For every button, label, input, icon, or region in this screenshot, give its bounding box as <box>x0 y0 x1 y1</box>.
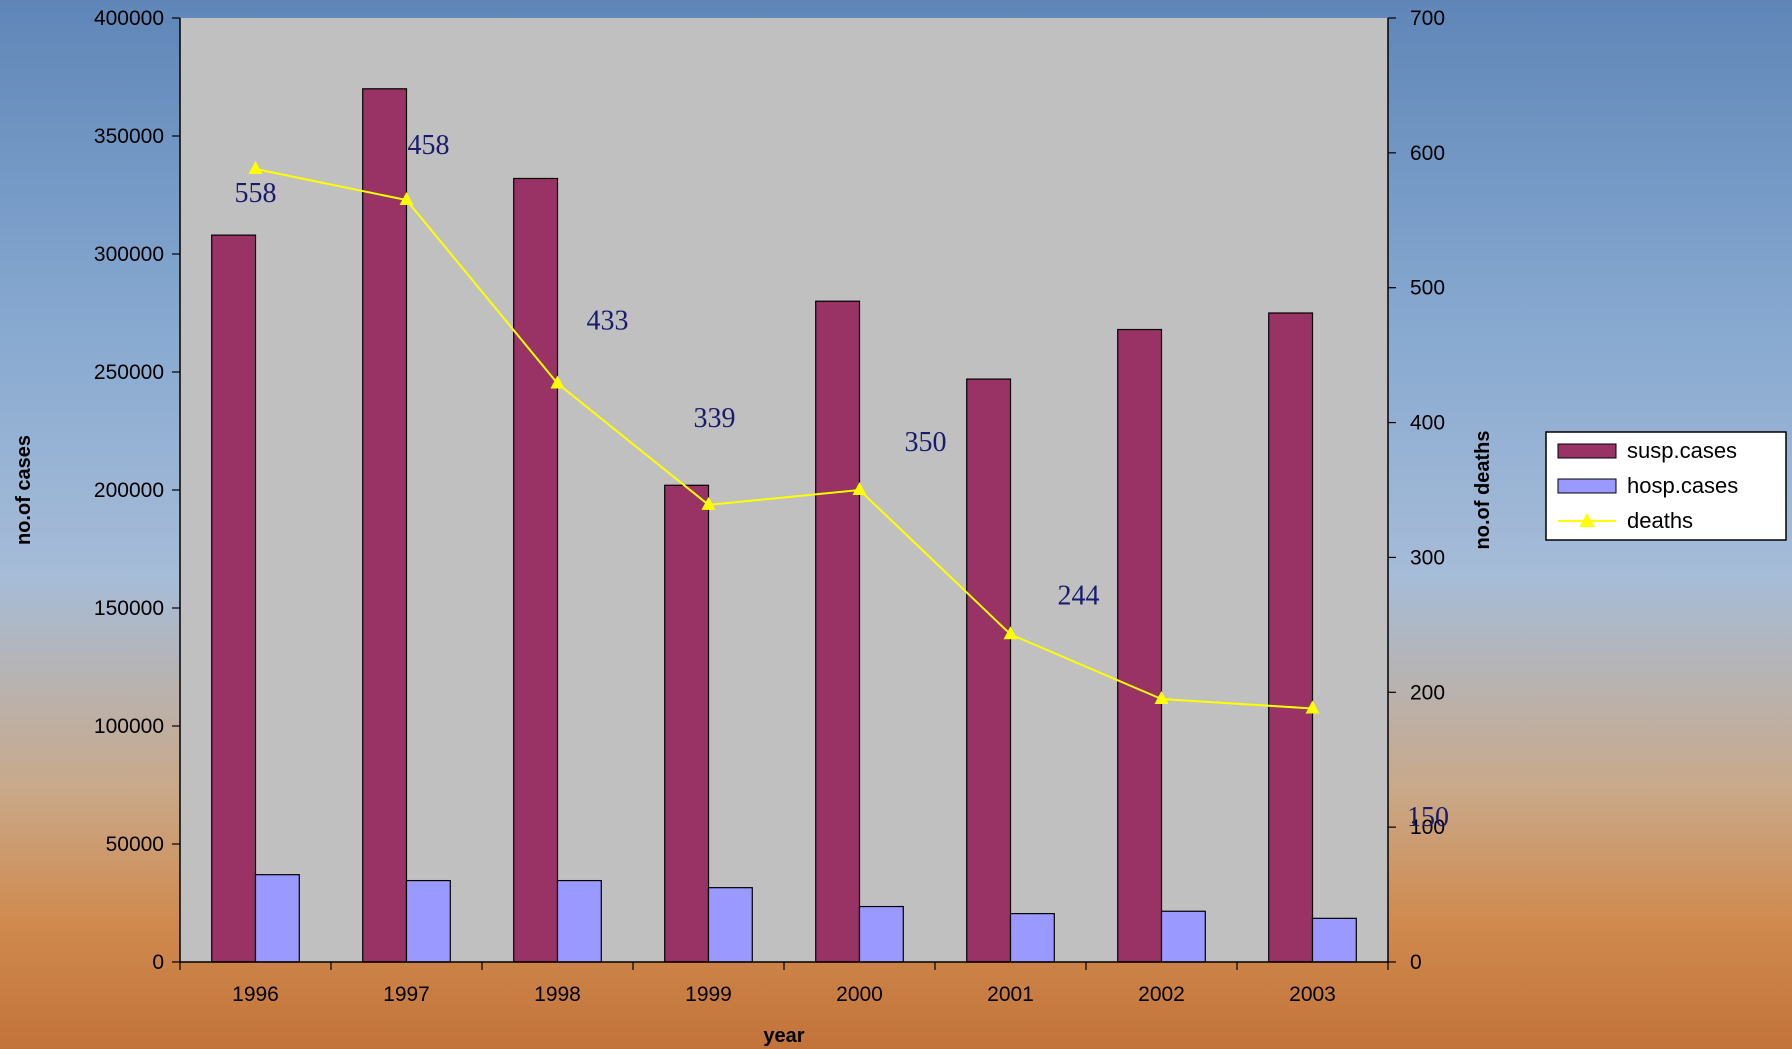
bar-hosp-cases-2003 <box>1311 917 1357 963</box>
y2-tick-label: 0 <box>1410 951 1422 974</box>
bar-hosp-cases-1997 <box>405 879 451 963</box>
data-label-339: 339 <box>694 403 736 434</box>
axes-layer: 0500001000001500002000002500003000003500… <box>94 7 1445 1006</box>
legend-label-susp-cases: susp.cases <box>1627 438 1737 463</box>
legend-marker-deaths <box>1579 513 1595 527</box>
data-label-558: 558 <box>235 178 277 209</box>
legend-label-deaths: deaths <box>1627 508 1693 533</box>
bar-susp-cases-1998 <box>513 177 559 963</box>
y2-tick-label: 100 <box>1410 816 1445 839</box>
x-tick-label-2001: 2001 <box>987 983 1034 1006</box>
x-tick-label-1996: 1996 <box>232 983 279 1006</box>
bar-hosp-cases-1996 <box>254 874 300 963</box>
y-tick-label: 350000 <box>94 125 164 148</box>
point-deaths-2002 <box>1154 691 1169 705</box>
legend-swatch-susp-cases <box>1557 443 1617 459</box>
y2-tick-label: 400 <box>1410 412 1445 435</box>
legend: susp.cases hosp.cases deaths <box>1545 431 1787 541</box>
data-label-458: 458 <box>408 130 450 161</box>
point-deaths-1997 <box>399 192 414 206</box>
bar-susp-cases-2002 <box>1117 328 1163 963</box>
x-tick-label-2002: 2002 <box>1138 983 1185 1006</box>
deaths-line-layer <box>248 161 1320 714</box>
bar-susp-cases-1999 <box>664 484 710 963</box>
x-tick-label-1998: 1998 <box>534 983 581 1006</box>
y-tick-label: 250000 <box>94 361 164 384</box>
bar-hosp-cases-2000 <box>858 905 904 963</box>
bar-susp-cases-1997 <box>362 88 408 963</box>
y2-tick-label: 500 <box>1410 277 1445 300</box>
x-tick-label-2003: 2003 <box>1289 983 1336 1006</box>
data-label-350: 350 <box>905 427 947 458</box>
bar-hosp-cases-2001 <box>1009 913 1055 963</box>
data-label-433: 433 <box>587 305 629 336</box>
y2-tick-label: 600 <box>1410 142 1445 165</box>
point-deaths-2001 <box>1003 626 1018 640</box>
y-axis-title: no.of cases <box>13 435 35 545</box>
point-deaths-2003 <box>1305 700 1320 714</box>
point-deaths-1996 <box>248 161 263 175</box>
bar-susp-cases-1996 <box>211 234 257 963</box>
point-deaths-1998 <box>550 375 565 389</box>
y-tick-label: 150000 <box>94 597 164 620</box>
y-tick-label: 200000 <box>94 479 164 502</box>
data-label-244: 244 <box>1058 580 1100 611</box>
bar-hosp-cases-1999 <box>707 887 753 963</box>
data-label-150: 150 <box>1407 802 1449 833</box>
legend-label-hosp-cases: hosp.cases <box>1627 473 1738 498</box>
bar-hosp-cases-2002 <box>1160 910 1206 963</box>
x-tick-label-1999: 1999 <box>685 983 732 1006</box>
y-tick-label: 0 <box>152 951 164 974</box>
bars-layer <box>211 88 1357 963</box>
y2-axis-title: no.of deaths <box>1472 431 1494 550</box>
data-labels-layer: 558 458 433 339 350 244 150 <box>235 130 1450 833</box>
bar-hosp-cases-1998 <box>556 879 602 963</box>
point-deaths-2000 <box>852 482 867 495</box>
bar-susp-cases-2003 <box>1268 312 1314 963</box>
y-tick-label: 50000 <box>106 833 164 856</box>
y-tick-label: 400000 <box>94 7 164 30</box>
bar-susp-cases-2000 <box>815 300 861 963</box>
series-line-deaths <box>255 168 1313 710</box>
y2-tick-label: 200 <box>1410 681 1445 704</box>
legend-swatch-hosp-cases <box>1557 478 1617 494</box>
y-tick-label: 300000 <box>94 243 164 266</box>
y2-tick-label: 700 <box>1410 7 1445 30</box>
bar-susp-cases-2001 <box>966 378 1012 963</box>
y-tick-label: 100000 <box>94 715 164 738</box>
x-axis-title: year <box>763 1025 804 1047</box>
plot-area <box>180 18 1388 962</box>
x-tick-label-2000: 2000 <box>836 983 883 1006</box>
y2-tick-label: 300 <box>1410 546 1445 569</box>
point-deaths-1999 <box>701 496 716 510</box>
x-tick-label-1997: 1997 <box>383 983 430 1006</box>
